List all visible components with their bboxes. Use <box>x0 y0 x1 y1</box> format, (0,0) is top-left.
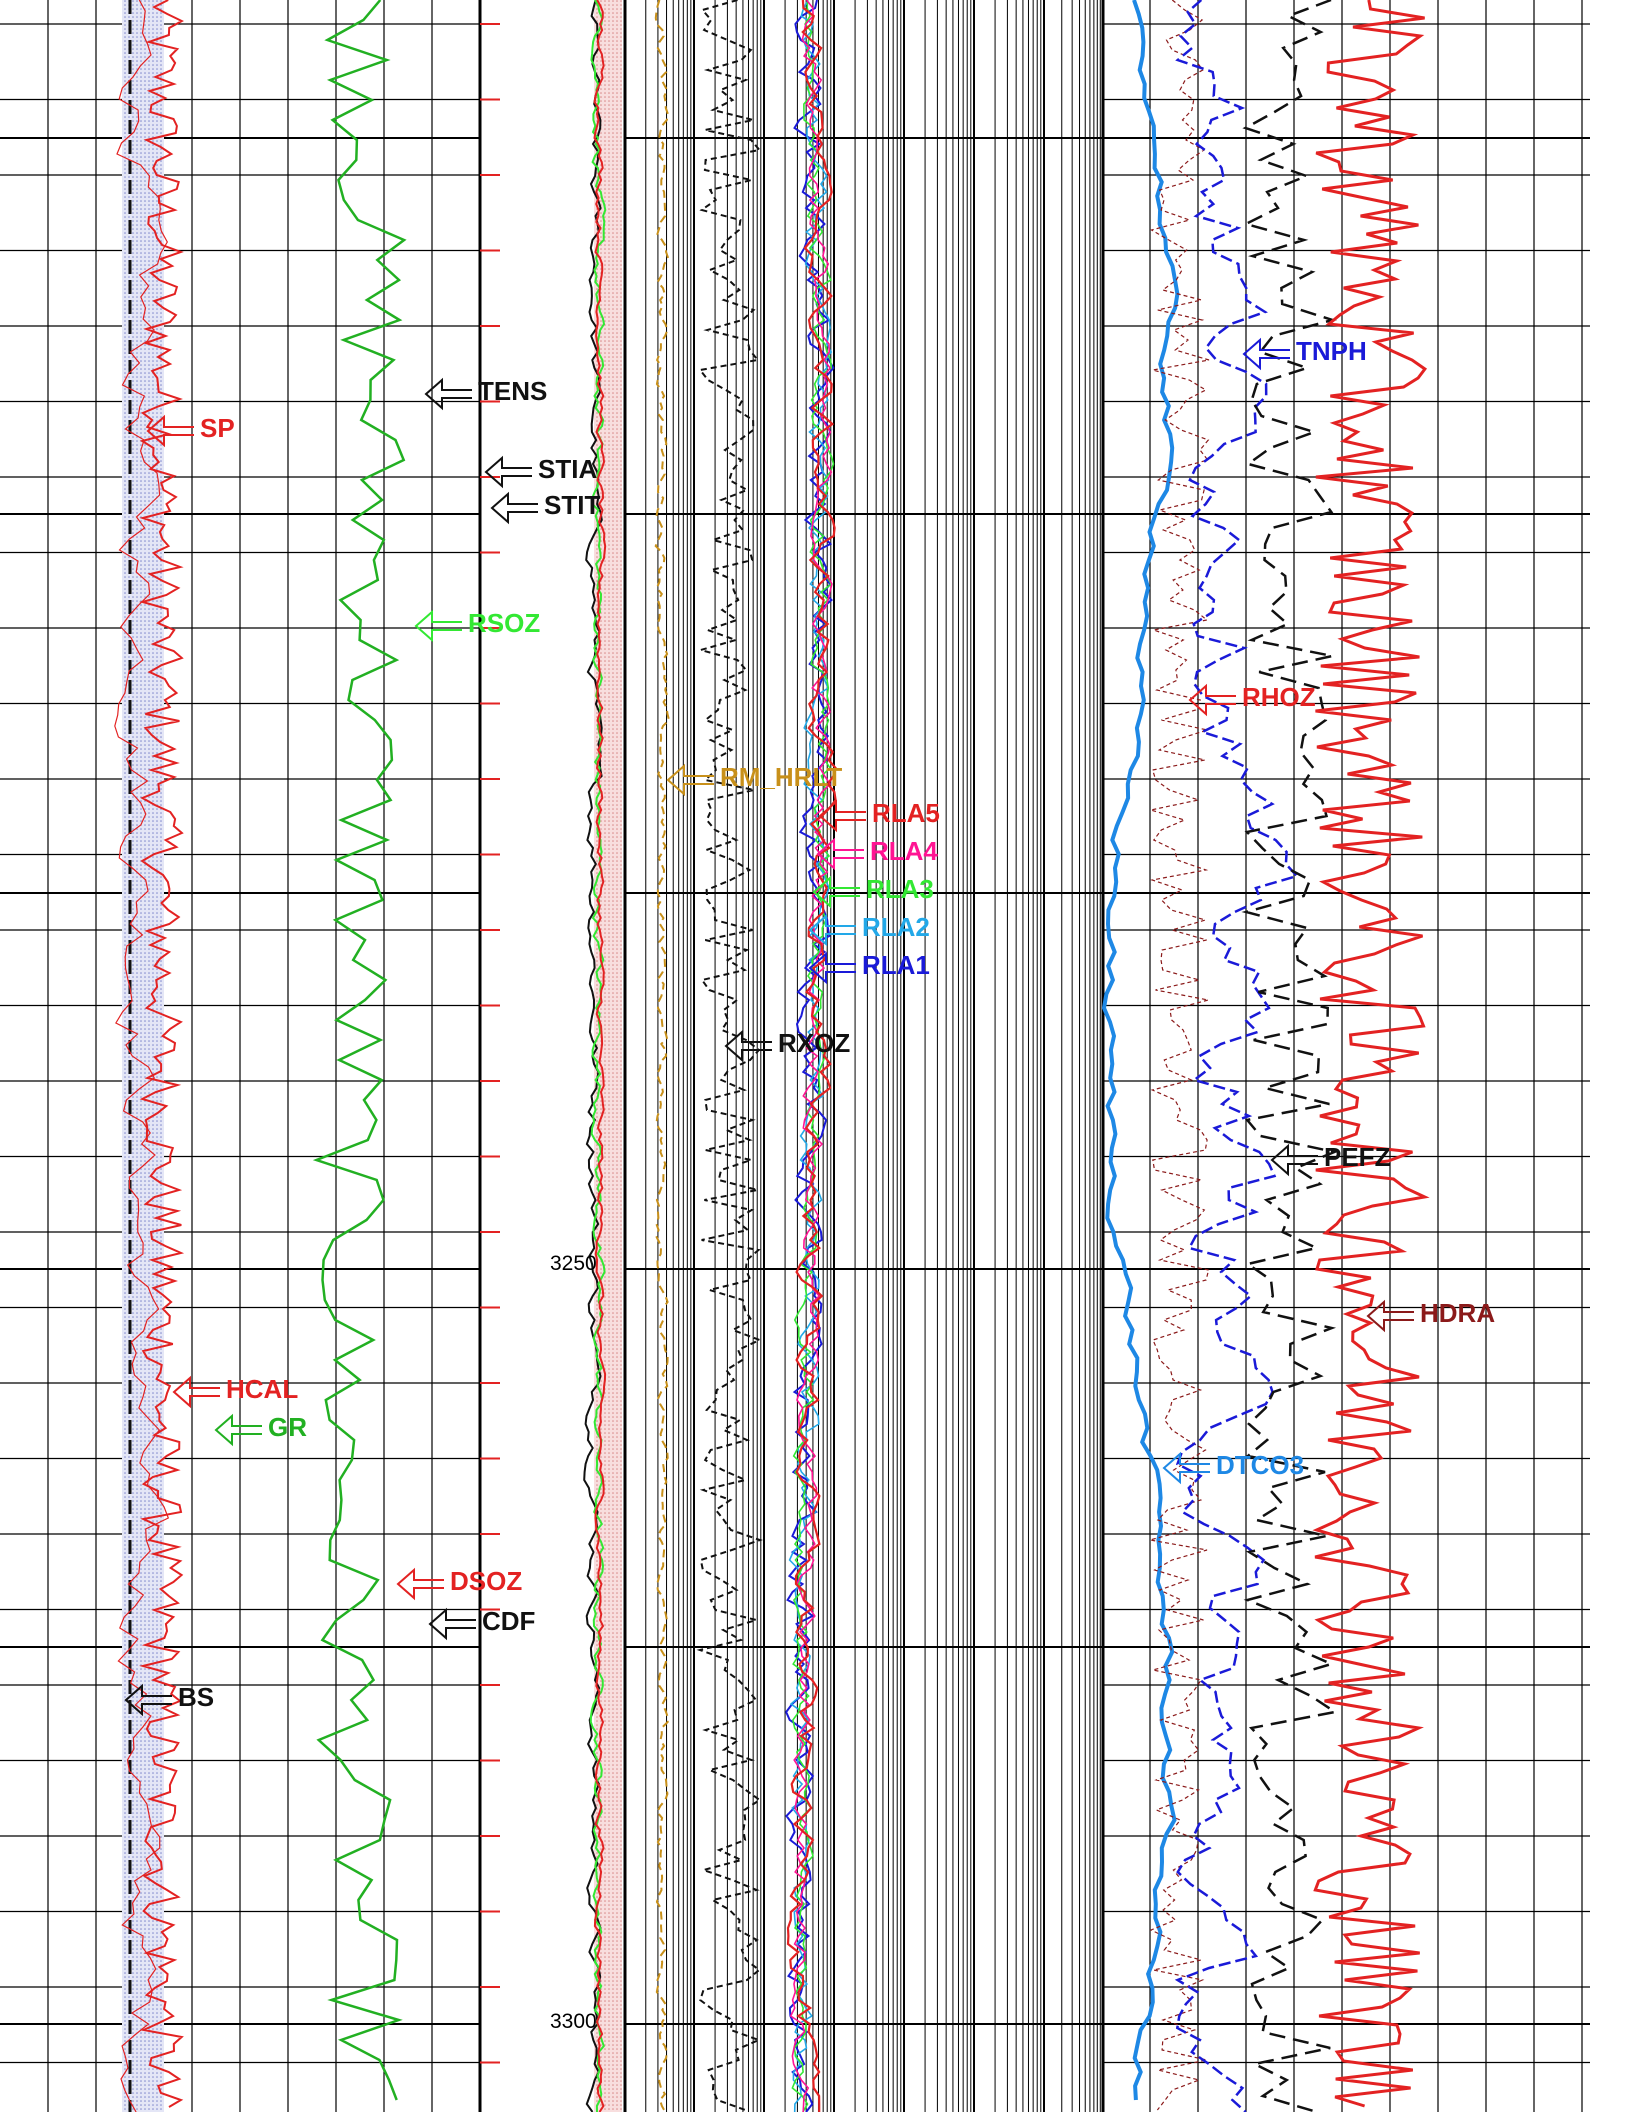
curve-label-arrow <box>396 1567 444 1601</box>
curve-label-arrow <box>414 609 462 643</box>
curve-label-arrow <box>1242 337 1290 371</box>
curve-label-arrow <box>484 455 532 489</box>
curve-label-arrow <box>172 1375 220 1409</box>
curve-label-hdra: HDRA <box>1420 1298 1495 1328</box>
curve-label-rm-hrlt: RM_HRLT <box>720 762 842 792</box>
curve-label-arrow <box>146 414 194 448</box>
depth-label: 3300 <box>550 2010 597 2033</box>
curve-label-arrow <box>808 913 856 947</box>
curve-tnph <box>1174 0 1300 2112</box>
curve-label-rla5: RLA5 <box>872 798 940 828</box>
curve-label-arrow <box>812 875 860 909</box>
curve-label-rla2: RLA2 <box>862 912 930 942</box>
curve-pefz <box>1241 0 1339 2112</box>
curve-rla4 <box>789 0 833 2112</box>
curve-label-cdf: CDF <box>482 1606 535 1636</box>
curve-label-arrow <box>1270 1143 1318 1177</box>
curve-label-tnph: TNPH <box>1296 336 1367 366</box>
depth-label: 3250 <box>550 1252 597 1275</box>
curve-label-stia: STIA <box>538 454 597 484</box>
curve-gr <box>312 0 407 2101</box>
curve-label-rla3: RLA3 <box>866 874 934 904</box>
curve-label-arrow <box>424 377 472 411</box>
curve-label-rla4: RLA4 <box>870 836 938 866</box>
curve-label-dtco3: DTCO3 <box>1216 1450 1304 1480</box>
curve-label-bs: BS <box>178 1682 214 1712</box>
curve-label-arrow <box>818 799 866 833</box>
track-grid <box>0 0 1590 2112</box>
curve-label-arrow <box>808 951 856 985</box>
depth-ticks <box>480 23 500 2064</box>
curve-label-dsoz: DSOZ <box>450 1566 522 1596</box>
curve-label-pefz: PEFZ <box>1324 1142 1391 1172</box>
curve-label-arrow <box>666 763 714 797</box>
curve-label-tens: TENS <box>478 376 547 406</box>
curve-rla2 <box>788 0 833 2112</box>
curve-label-rhoz: RHOZ <box>1242 682 1316 712</box>
curve-labels: SP HCAL GR BS TENS STIA STIT RSOZ DSOZ CDF RM_HRLT… <box>124 336 1495 1717</box>
curve-label-rla1: RLA1 <box>862 950 930 980</box>
curve-hdra <box>1149 0 1210 2111</box>
curve-label-arrow <box>816 837 864 871</box>
curve-dsoz <box>593 0 607 2112</box>
curve-label-arrow <box>1366 1299 1414 1333</box>
curve-rsoz <box>589 0 607 2112</box>
curve-label-arrow <box>214 1413 262 1447</box>
curve-fills <box>122 0 622 2112</box>
curve-label-arrow <box>490 491 538 525</box>
curve-label-sp: SP <box>200 413 235 443</box>
curve-rhoz <box>1312 0 1430 2108</box>
curve-label-arrow <box>724 1029 772 1063</box>
curve-label-arrow <box>428 1607 476 1641</box>
curve-label-rsoz: RSOZ <box>468 608 540 638</box>
curve-label-rxoz: RXOZ <box>778 1028 850 1058</box>
curve-label-gr: GR <box>268 1412 307 1442</box>
curve-sp <box>114 0 170 2112</box>
curve-rla5 <box>786 0 837 2112</box>
curve-rxoz <box>696 0 763 2111</box>
depth-labels: 3250 3300 <box>550 1252 597 2033</box>
log-curves <box>114 0 1430 2112</box>
curve-label-arrow <box>1162 1451 1210 1485</box>
curve-label-arrow <box>124 1683 172 1717</box>
curve-rm-hrlt <box>654 0 671 2112</box>
curve-hcal <box>138 0 185 2108</box>
curve-label-stit: STIT <box>544 490 600 520</box>
curve-label-hcal: HCAL <box>226 1374 298 1404</box>
curve-label-arrow <box>1188 683 1236 717</box>
curve-dtco3 <box>1101 0 1180 2101</box>
curve-rla1 <box>785 0 835 2112</box>
